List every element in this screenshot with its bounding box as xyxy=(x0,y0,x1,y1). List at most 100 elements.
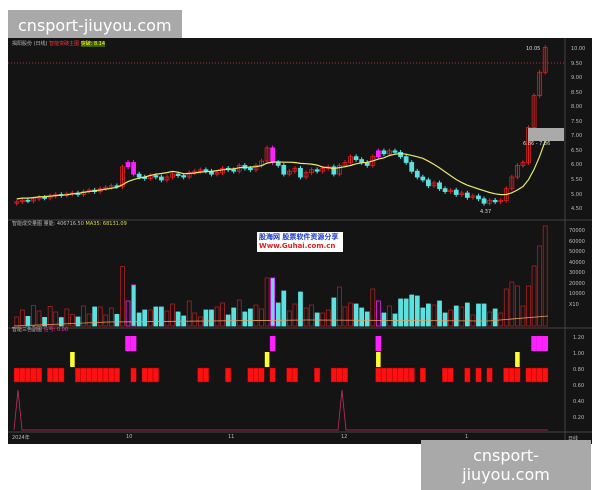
volume-bar xyxy=(314,312,320,327)
candle xyxy=(337,165,342,175)
volume-bar xyxy=(214,306,220,327)
indicator-tick: 1.00 xyxy=(573,351,585,357)
candle xyxy=(231,169,237,172)
price-tick: 9.50 xyxy=(571,60,583,67)
volume-bar xyxy=(47,305,53,327)
volume-bar xyxy=(453,305,459,327)
indicator-title: 智能三色副图 xyxy=(12,327,43,333)
price-tick: 4.50 xyxy=(571,206,583,213)
candle xyxy=(42,197,47,199)
candle xyxy=(331,166,337,175)
volume-bar xyxy=(70,314,75,327)
signal-magenta xyxy=(375,336,382,351)
volume-bar xyxy=(242,311,248,327)
guhai-line2: Www.Guhai.com.cn xyxy=(259,242,336,250)
signal-red xyxy=(503,367,510,383)
signal-yellow xyxy=(515,352,520,367)
signal-red xyxy=(330,367,337,383)
signal-red xyxy=(314,367,321,383)
candle xyxy=(520,162,526,166)
volume-bar xyxy=(86,313,92,327)
signal-magenta xyxy=(536,336,543,351)
breakout-value: 突破: 8.14 xyxy=(80,41,106,47)
watermark-top: cnsport-jiuyou.com xyxy=(8,10,182,41)
volume-bar xyxy=(136,312,142,327)
range-label: 6.86 - 7.36 xyxy=(523,141,551,147)
candle xyxy=(175,173,181,176)
volume-bar xyxy=(120,265,125,327)
signal-red xyxy=(291,367,298,383)
candle xyxy=(298,167,303,178)
candle xyxy=(464,192,470,198)
volume-bar xyxy=(309,304,314,327)
signal-red xyxy=(386,367,393,383)
price-tick: 5.50 xyxy=(571,176,583,183)
volume-bar xyxy=(253,304,259,327)
candle xyxy=(197,169,203,172)
volume-bar xyxy=(103,314,109,327)
volume-tick: 50000 xyxy=(569,249,585,255)
signal-red xyxy=(375,367,382,383)
volume-bar xyxy=(298,291,303,327)
price-tick: 10.00 xyxy=(571,46,586,52)
signal-red xyxy=(341,367,348,383)
volume-bar xyxy=(526,285,531,327)
x-axis-label: 2024年 xyxy=(12,435,30,441)
signal-red xyxy=(91,367,98,383)
signal-magenta xyxy=(125,336,131,351)
candle xyxy=(526,127,531,163)
indicator-value: 信号: 0.00 xyxy=(43,327,69,333)
signal-red xyxy=(130,367,137,383)
indicator-panel-header: 智能三色副图 信号: 0.00 xyxy=(12,326,68,333)
volume-bar xyxy=(286,310,292,327)
signal-red xyxy=(408,367,415,383)
signal-red xyxy=(30,367,37,383)
volume-bar xyxy=(259,308,264,327)
candle xyxy=(476,195,481,200)
x-axis-label: 12 xyxy=(341,434,348,440)
candle xyxy=(309,169,314,174)
signal-red xyxy=(47,367,54,383)
signal-red xyxy=(102,367,109,383)
volume-tick: 60000 xyxy=(569,238,585,245)
volume-tick: 20000 xyxy=(569,280,585,287)
signal-red xyxy=(97,367,104,383)
signal-yellow xyxy=(376,352,381,367)
volume-bar xyxy=(481,303,487,327)
volume-bar xyxy=(125,300,131,327)
candle xyxy=(125,162,131,168)
price-tick: 6.00 xyxy=(571,162,583,169)
signal-red xyxy=(13,367,20,383)
candle xyxy=(459,192,465,195)
volume-bar xyxy=(31,304,36,327)
volume-bar xyxy=(175,311,181,327)
price-tick: 8.00 xyxy=(571,104,583,111)
volume-bar xyxy=(542,225,548,327)
volume-bar xyxy=(142,309,148,327)
candle xyxy=(381,150,387,155)
volume-bar xyxy=(270,277,276,327)
signal-red xyxy=(108,367,115,383)
stock-chart[interactable]: 揭阳股份 (日线) 智能突破主图 突破: 8.14 智能成交量图 量能: 406… xyxy=(8,38,592,444)
volume-bar xyxy=(492,308,498,327)
volume-bar xyxy=(192,312,198,327)
guhai-logo: 股海网 股票软件资源分享 Www.Guhai.com.cn xyxy=(257,232,343,252)
volume-title: 智能成交量图 xyxy=(12,221,43,227)
volume-bar xyxy=(92,306,98,327)
candle xyxy=(270,147,276,163)
volume-bar xyxy=(370,288,376,327)
volume-bar xyxy=(36,310,42,327)
candle xyxy=(286,170,292,175)
volume-bar xyxy=(275,302,281,327)
x-axis-label: 1 xyxy=(465,434,469,440)
candle xyxy=(403,156,409,163)
moving-average-line xyxy=(16,140,546,200)
volume-bar xyxy=(403,298,409,327)
chart-canvas[interactable] xyxy=(8,38,592,444)
candle xyxy=(437,182,442,190)
signal-red xyxy=(258,367,265,383)
candle xyxy=(431,182,437,187)
signal-red xyxy=(531,367,538,383)
volume-tick: 70000 xyxy=(569,228,585,234)
volume-value: 量能: 406716.50 xyxy=(43,221,84,227)
